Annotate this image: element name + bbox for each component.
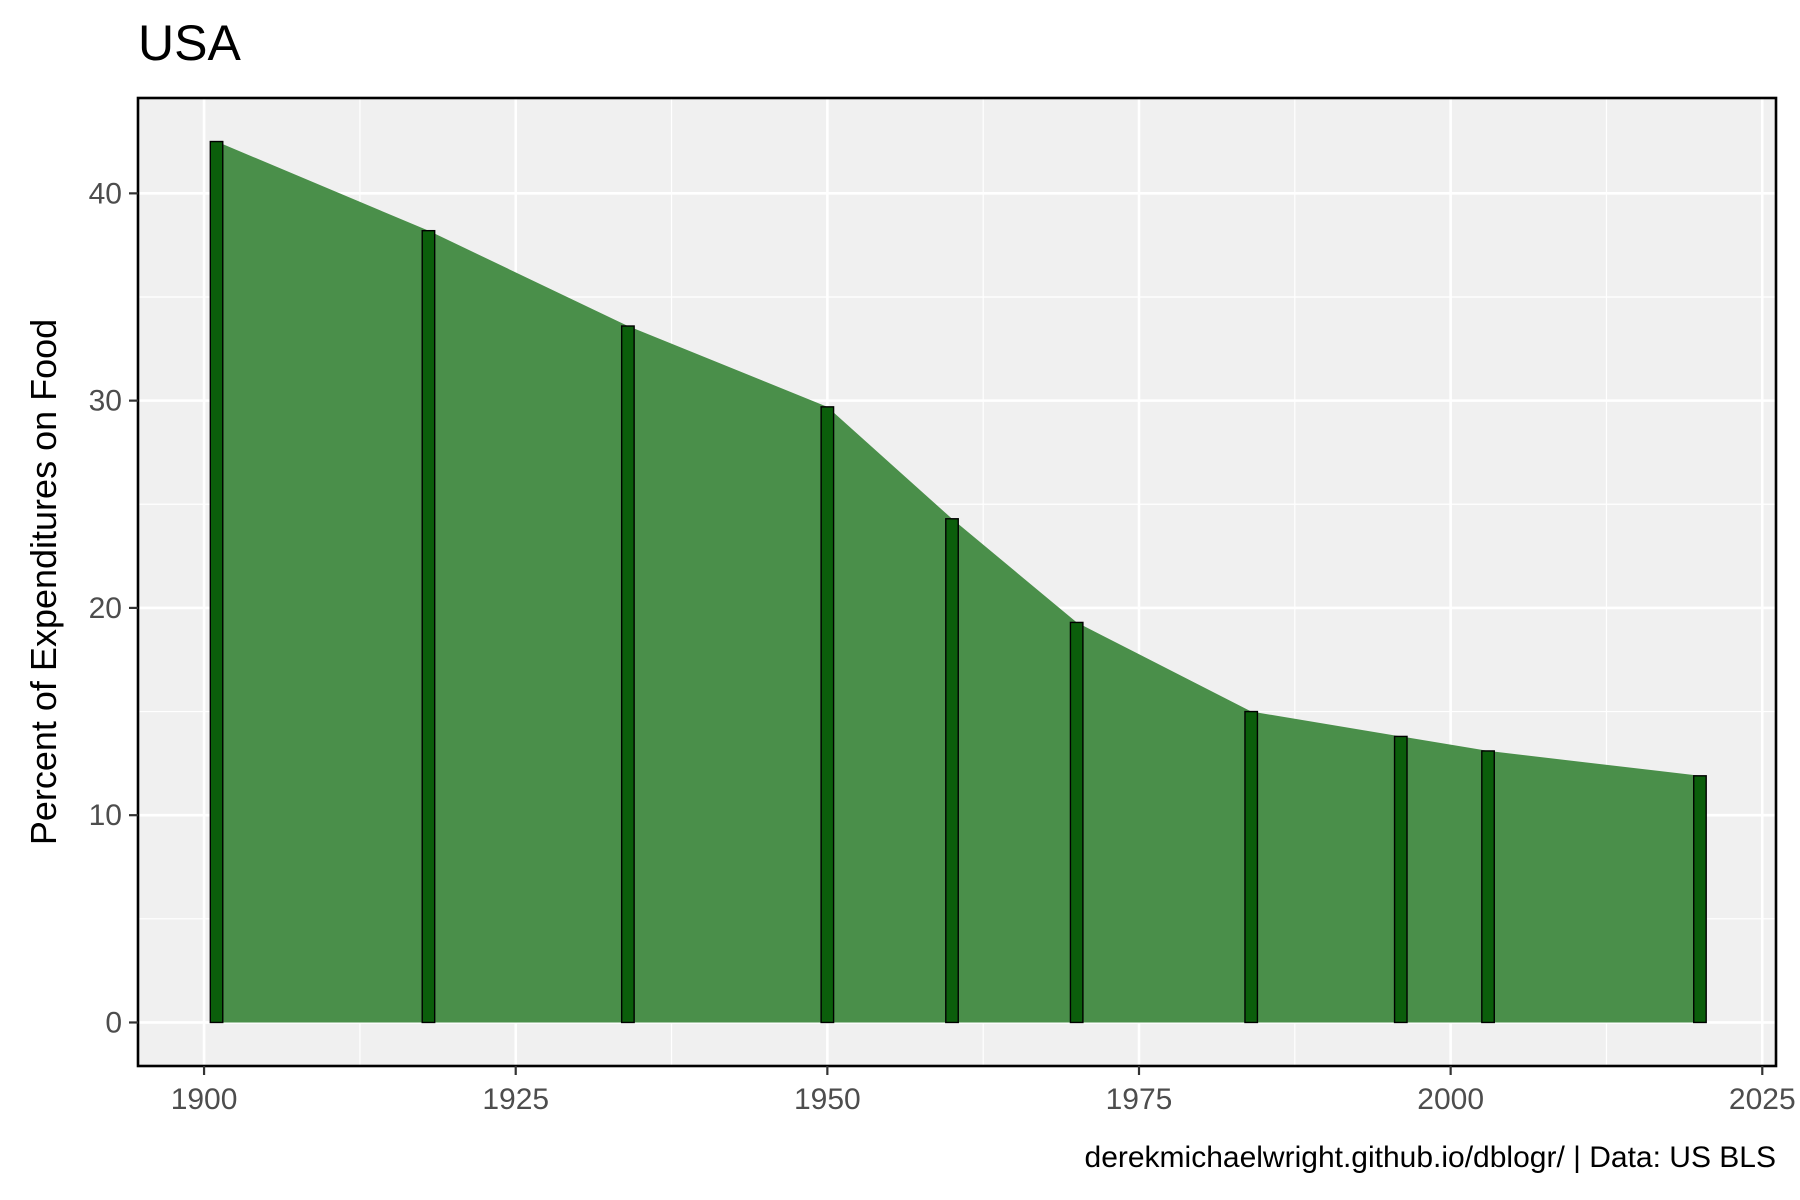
y-tick-label: 0 [105, 1006, 122, 1039]
x-tick-label: 1900 [171, 1083, 238, 1116]
chart-title: USA [138, 15, 241, 71]
y-tick-label: 40 [89, 177, 122, 210]
x-axis: 1900 1925 1950 1975 2000 2025 [171, 1066, 1796, 1116]
y-tick-label: 20 [89, 592, 122, 625]
x-tick-label: 1975 [1106, 1083, 1173, 1116]
x-tick-label: 1950 [794, 1083, 861, 1116]
bar-1960 [945, 518, 959, 1024]
bar-2003 [1481, 750, 1495, 1024]
bar-2020 [1693, 775, 1707, 1024]
x-tick-label: 1925 [482, 1083, 549, 1116]
bar-1984 [1244, 710, 1259, 1024]
chart-caption: derekmichaelwright.github.io/dblogr/ | D… [1085, 1141, 1776, 1174]
panel-border [136, 96, 1778, 1068]
plot-panel [136, 96, 1778, 1068]
y-tick-label: 10 [89, 799, 122, 832]
bar-1901 [209, 140, 224, 1024]
bar-1996 [1393, 735, 1408, 1024]
y-tick-label: 30 [89, 385, 122, 418]
bar-marks [209, 140, 1707, 1024]
y-axis: 0 10 20 30 40 [89, 177, 138, 1039]
bar-1950 [820, 406, 835, 1024]
y-axis-label: Percent of Expenditures on Food [23, 319, 64, 845]
x-tick-label: 2000 [1417, 1083, 1484, 1116]
bar-1970 [1069, 621, 1084, 1024]
x-tick-label: 2025 [1729, 1083, 1796, 1116]
bar-1918 [421, 229, 436, 1024]
bar-1934 [620, 325, 635, 1024]
